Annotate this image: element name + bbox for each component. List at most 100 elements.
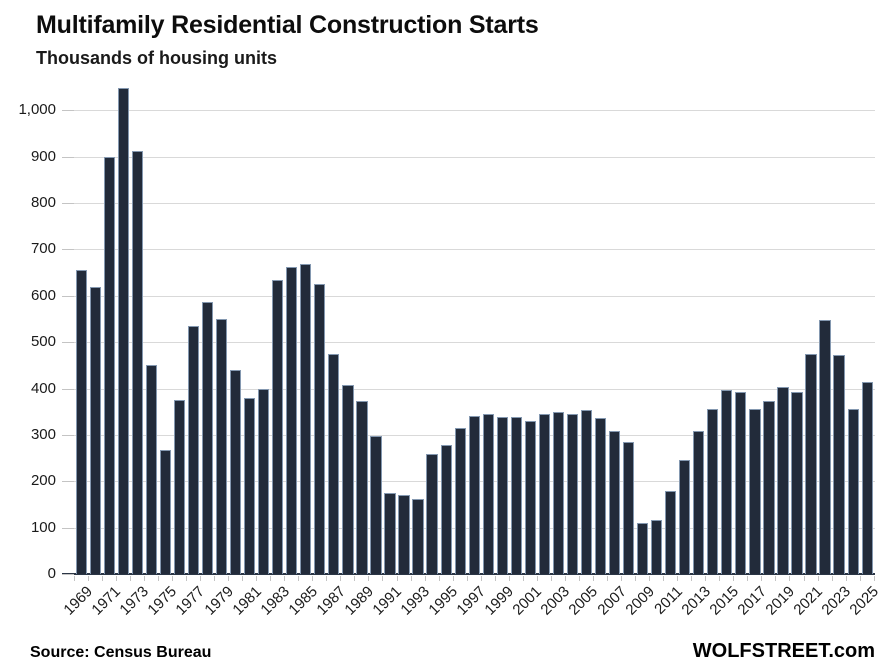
x-axis-tick xyxy=(649,576,651,581)
bar-1989 xyxy=(356,401,368,574)
bar-2004 xyxy=(566,414,579,574)
bar-2012 xyxy=(679,460,691,574)
x-axis-tick xyxy=(270,576,272,581)
x-axis-tick xyxy=(607,576,609,581)
bar-2015 xyxy=(721,389,733,574)
x-axis-tick xyxy=(621,576,623,581)
x-axis-tick xyxy=(424,576,426,581)
bar-1970 xyxy=(89,286,101,574)
bar-1990 xyxy=(370,435,382,574)
y-axis-tick xyxy=(62,388,74,390)
y-axis-tick xyxy=(62,574,74,575)
bar-2017 xyxy=(749,408,761,574)
x-axis-tick xyxy=(438,576,440,581)
x-axis-tick xyxy=(789,576,791,581)
x-axis-tick xyxy=(859,576,861,581)
y-axis-tick xyxy=(62,110,74,112)
x-axis-tick xyxy=(228,576,230,581)
bar-1983 xyxy=(272,279,284,574)
x-axis-tick xyxy=(466,576,468,581)
gridline xyxy=(62,481,875,483)
bar-1997 xyxy=(468,416,480,574)
bar-1998 xyxy=(482,413,494,574)
x-axis-tick xyxy=(171,576,173,581)
bar-1981 xyxy=(244,398,256,574)
x-axis-tick xyxy=(452,576,454,581)
bar-2009 xyxy=(637,523,649,574)
bar-1985 xyxy=(300,263,312,574)
bar-1972 xyxy=(117,88,129,574)
bar-2019 xyxy=(777,387,789,574)
x-axis-tick xyxy=(775,576,777,581)
y-axis-tick xyxy=(62,295,74,297)
bar-2007 xyxy=(608,430,621,574)
bar-2011 xyxy=(665,491,677,574)
bar-2016 xyxy=(735,391,747,574)
x-axis-tick xyxy=(185,576,187,581)
bar-1996 xyxy=(454,427,466,574)
bar-1975 xyxy=(159,449,172,574)
x-axis-tick xyxy=(256,576,258,581)
x-axis-tick xyxy=(536,576,538,581)
chart-title: Multifamily Residential Construction Sta… xyxy=(36,11,539,39)
x-axis-tick xyxy=(200,576,202,581)
x-axis-tick xyxy=(677,576,679,581)
bar-2024 xyxy=(847,409,859,574)
x-axis-tick xyxy=(214,576,216,581)
x-axis-tick xyxy=(242,576,244,581)
bar-2014 xyxy=(707,409,719,574)
y-axis-tick xyxy=(62,527,74,529)
bar-2001 xyxy=(524,421,536,574)
x-axis-tick xyxy=(761,576,763,581)
bar-1993 xyxy=(412,498,424,574)
gridline xyxy=(62,249,875,251)
x-axis-tick xyxy=(550,576,552,581)
bar-1979 xyxy=(215,318,228,574)
y-axis-label: 400 xyxy=(30,379,56,397)
x-axis-tick xyxy=(340,576,342,581)
y-axis-label: 700 xyxy=(30,240,56,258)
bar-2008 xyxy=(622,442,635,574)
bar-2003 xyxy=(552,412,565,574)
x-axis-tick xyxy=(578,576,580,581)
bar-1988 xyxy=(342,385,354,574)
gridline xyxy=(62,203,875,205)
bar-1995 xyxy=(440,445,452,574)
x-axis-tick xyxy=(87,576,89,581)
bar-1994 xyxy=(426,453,438,574)
bar-2021 xyxy=(805,354,817,574)
x-axis-tick xyxy=(733,576,735,581)
y-axis-label: 0 xyxy=(47,565,56,582)
bar-2020 xyxy=(791,391,803,574)
x-axis-tick xyxy=(831,576,833,581)
bar-2000 xyxy=(510,417,522,574)
y-axis-tick xyxy=(62,249,74,251)
gridline xyxy=(62,110,875,112)
y-axis-tick xyxy=(62,481,74,483)
x-axis-tick xyxy=(564,576,566,581)
bar-1987 xyxy=(328,354,340,574)
bar-1992 xyxy=(398,495,410,574)
gridline xyxy=(62,527,875,529)
bar-1974 xyxy=(145,365,157,574)
bar-2018 xyxy=(763,400,775,574)
x-axis-tick xyxy=(494,576,496,581)
x-axis-tick xyxy=(157,576,159,581)
y-axis-tick xyxy=(62,434,74,436)
plot-area xyxy=(62,85,875,575)
x-axis-tick xyxy=(129,576,131,581)
bar-1980 xyxy=(229,370,242,574)
x-axis-tick xyxy=(705,576,707,581)
y-axis-label: 300 xyxy=(30,425,56,443)
gridline xyxy=(62,434,875,436)
bar-2002 xyxy=(538,413,550,574)
y-axis-tick xyxy=(62,203,74,205)
gridline xyxy=(62,295,875,297)
bar-2010 xyxy=(651,520,663,574)
x-axis-tick xyxy=(382,576,384,581)
bar-2022 xyxy=(819,320,831,574)
x-axis-tick xyxy=(691,576,693,581)
y-axis-label: 600 xyxy=(30,286,56,304)
y-axis-label: 200 xyxy=(30,472,56,490)
